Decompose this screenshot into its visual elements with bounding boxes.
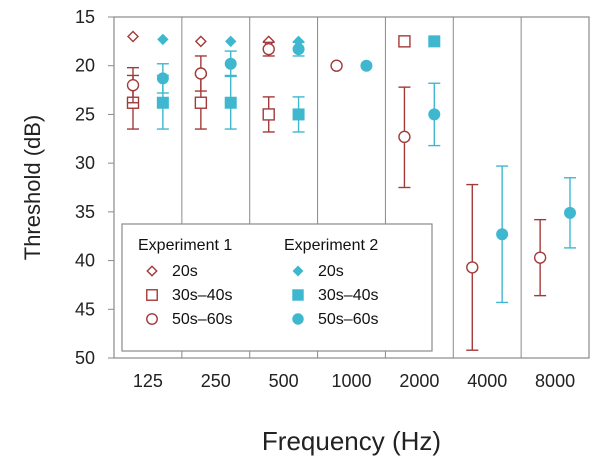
x-tick-label: 2000 bbox=[399, 371, 439, 391]
data-point bbox=[428, 108, 441, 121]
y-tick-label: 30 bbox=[75, 153, 95, 173]
legend-entry-label: 50s–60s bbox=[318, 311, 379, 328]
y-tick-label: 35 bbox=[75, 202, 95, 222]
y-tick-label: 20 bbox=[75, 56, 95, 76]
legend-entry-label: 30s–40s bbox=[318, 287, 379, 304]
legend-group-title: Experiment 2 bbox=[284, 237, 378, 254]
data-point bbox=[157, 33, 169, 46]
data-point bbox=[224, 96, 237, 109]
y-tick-label: 15 bbox=[75, 7, 95, 27]
data-point bbox=[194, 96, 208, 109]
plot-border bbox=[113, 16, 590, 359]
data-point bbox=[225, 35, 237, 48]
data-point bbox=[292, 108, 305, 121]
legend-group-title: Experiment 1 bbox=[138, 237, 232, 254]
data-point bbox=[496, 228, 509, 241]
plot-frame bbox=[113, 16, 590, 359]
data-point bbox=[127, 30, 139, 43]
data-point bbox=[262, 108, 275, 121]
x-tick-label: 8000 bbox=[535, 371, 575, 391]
legend-marker bbox=[292, 289, 304, 301]
data-point bbox=[564, 206, 576, 219]
y-tick-label: 50 bbox=[75, 348, 95, 368]
data-point bbox=[194, 67, 208, 80]
legend-marker bbox=[146, 289, 158, 301]
legend-entry-label: 20s bbox=[318, 263, 344, 280]
data-point bbox=[194, 35, 207, 48]
legend-box bbox=[121, 223, 433, 352]
data-point bbox=[156, 96, 169, 109]
data-point bbox=[428, 35, 441, 48]
data-point bbox=[262, 42, 275, 56]
legend-entry-label: 50s–60s bbox=[172, 311, 233, 328]
data-point bbox=[466, 261, 479, 274]
data-points bbox=[126, 30, 576, 351]
legend-marker bbox=[146, 313, 158, 325]
data-point bbox=[224, 57, 237, 70]
legend-entry-label: 30s–40s bbox=[172, 287, 233, 304]
x-tick-label: 1000 bbox=[331, 371, 371, 391]
y-axis-title: Threshold (dB) bbox=[20, 115, 45, 261]
tick-labels: 15 20 25 30 35 40 45 50 125 250 500 1000 2000 4000 800… bbox=[75, 7, 575, 391]
data-point bbox=[360, 59, 373, 72]
data-point bbox=[292, 43, 305, 56]
x-axis-title: Frequency (Hz) bbox=[262, 426, 441, 456]
x-tick-label: 4000 bbox=[467, 371, 507, 391]
legend: Experiment 1 20s 30s–40s 50s–60s Experiment … bbox=[121, 223, 433, 352]
legend-marker bbox=[146, 265, 158, 277]
y-tick-label: 25 bbox=[75, 104, 95, 124]
x-tick-label: 250 bbox=[201, 371, 231, 391]
data-point bbox=[156, 72, 169, 85]
y-tick-label: 40 bbox=[75, 251, 95, 271]
data-point bbox=[398, 35, 411, 48]
y-tick-label: 45 bbox=[75, 299, 95, 319]
data-point bbox=[126, 78, 140, 92]
data-point bbox=[398, 130, 411, 144]
legend-entry-label: 20s bbox=[172, 263, 198, 280]
legend-marker bbox=[292, 265, 304, 277]
legend-marker bbox=[292, 313, 304, 325]
x-tick-label: 500 bbox=[269, 371, 299, 391]
data-point bbox=[330, 59, 343, 72]
data-point bbox=[533, 251, 547, 264]
x-tick-label: 125 bbox=[133, 371, 163, 391]
